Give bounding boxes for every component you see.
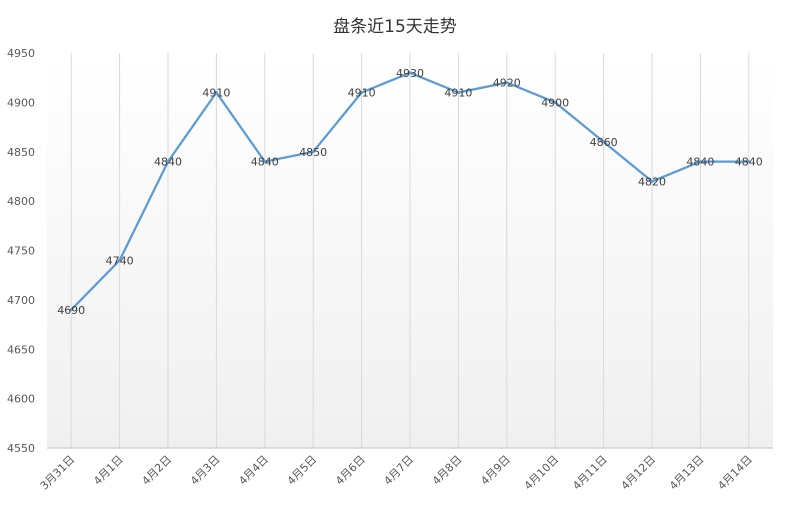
y-tick-label: 4700 <box>7 294 35 307</box>
data-point <box>263 160 267 164</box>
y-tick-label: 4650 <box>7 343 35 356</box>
data-label: 4850 <box>299 146 327 159</box>
data-point <box>360 91 364 94</box>
data-label: 4840 <box>686 156 714 169</box>
data-point <box>602 140 606 144</box>
y-tick-label: 4900 <box>7 96 35 109</box>
x-tick-label: 4月7日 <box>381 453 416 488</box>
x-tick-label: 4月5日 <box>285 453 320 488</box>
y-tick-label: 4800 <box>7 195 35 208</box>
y-tick-label: 4550 <box>7 442 35 455</box>
data-point <box>408 71 412 75</box>
x-tick-label: 4月10日 <box>522 453 562 493</box>
data-point <box>118 258 122 262</box>
data-point <box>505 81 509 85</box>
x-tick-label: 4月2日 <box>139 453 174 488</box>
x-tick-label: 4月13日 <box>667 453 707 493</box>
data-label: 4910 <box>348 87 376 100</box>
y-tick-label: 4750 <box>7 245 35 258</box>
data-label: 4900 <box>541 96 569 109</box>
data-label: 4860 <box>590 136 618 149</box>
data-label: 4840 <box>251 156 279 169</box>
data-point <box>553 100 557 104</box>
data-label: 4840 <box>154 156 182 169</box>
x-tick-label: 4月14日 <box>715 453 755 493</box>
data-point <box>698 160 702 164</box>
data-label: 4820 <box>638 175 666 188</box>
data-label: 4910 <box>202 87 230 100</box>
x-tick-label: 4月6日 <box>333 453 368 488</box>
y-tick-label: 4600 <box>7 393 35 406</box>
x-tick-label: 4月8日 <box>430 453 465 488</box>
data-label: 4840 <box>735 156 763 169</box>
data-label: 4690 <box>57 304 85 317</box>
data-label: 4740 <box>106 254 134 267</box>
x-tick-label: 4月3日 <box>188 453 223 488</box>
data-point <box>650 179 654 183</box>
x-tick-label: 3月31日 <box>38 453 78 493</box>
data-label: 4910 <box>444 87 472 100</box>
data-point <box>456 91 460 94</box>
data-point <box>311 150 315 154</box>
y-tick-label: 4950 <box>7 47 35 60</box>
data-label: 4920 <box>493 77 521 90</box>
data-label: 4930 <box>396 67 424 80</box>
x-tick-label: 4月1日 <box>91 453 126 488</box>
x-tick-label: 4月11日 <box>570 453 610 493</box>
x-tick-label: 4月4日 <box>236 453 271 488</box>
chart-title: 盘条近15天走势 <box>333 17 457 37</box>
x-tick-label: 4月12日 <box>619 453 659 493</box>
data-point <box>166 160 170 164</box>
data-point <box>747 160 751 164</box>
data-point <box>214 91 218 94</box>
data-point <box>69 308 73 312</box>
y-tick-label: 4850 <box>7 146 35 159</box>
x-tick-label: 4月9日 <box>478 453 513 488</box>
